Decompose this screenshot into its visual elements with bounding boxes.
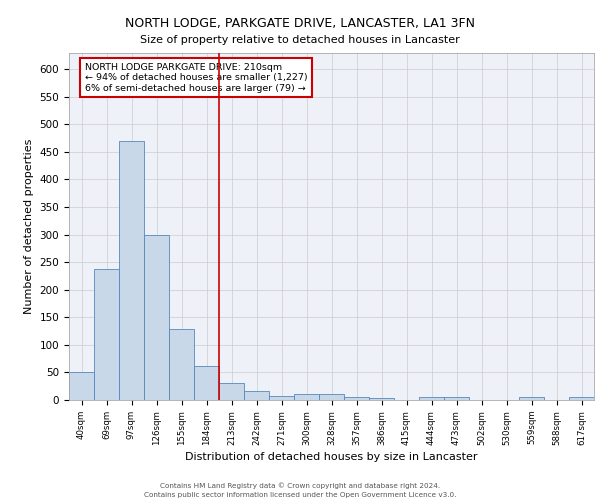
Bar bbox=[94, 270, 119, 400]
Text: Contains HM Land Registry data © Crown copyright and database right 2024.: Contains HM Land Registry data © Crown c… bbox=[160, 482, 440, 489]
Bar bbox=[344, 396, 369, 400]
Y-axis label: Number of detached properties: Number of detached properties bbox=[24, 138, 34, 314]
X-axis label: Distribution of detached houses by size in Lancaster: Distribution of detached houses by size … bbox=[185, 452, 478, 462]
Text: Size of property relative to detached houses in Lancaster: Size of property relative to detached ho… bbox=[140, 35, 460, 45]
Bar bbox=[569, 396, 594, 400]
Bar bbox=[419, 397, 444, 400]
Text: Contains public sector information licensed under the Open Government Licence v3: Contains public sector information licen… bbox=[144, 492, 456, 498]
Bar bbox=[319, 394, 344, 400]
Bar bbox=[219, 384, 244, 400]
Text: NORTH LODGE PARKGATE DRIVE: 210sqm
← 94% of detached houses are smaller (1,227)
: NORTH LODGE PARKGATE DRIVE: 210sqm ← 94%… bbox=[85, 63, 307, 92]
Bar bbox=[244, 390, 269, 400]
Bar bbox=[369, 398, 394, 400]
Bar bbox=[144, 234, 169, 400]
Text: NORTH LODGE, PARKGATE DRIVE, LANCASTER, LA1 3FN: NORTH LODGE, PARKGATE DRIVE, LANCASTER, … bbox=[125, 18, 475, 30]
Bar bbox=[444, 397, 469, 400]
Bar bbox=[169, 330, 194, 400]
Bar bbox=[294, 394, 319, 400]
Bar bbox=[69, 372, 94, 400]
Bar bbox=[119, 141, 144, 400]
Bar bbox=[269, 396, 294, 400]
Bar bbox=[194, 366, 219, 400]
Bar bbox=[519, 396, 544, 400]
